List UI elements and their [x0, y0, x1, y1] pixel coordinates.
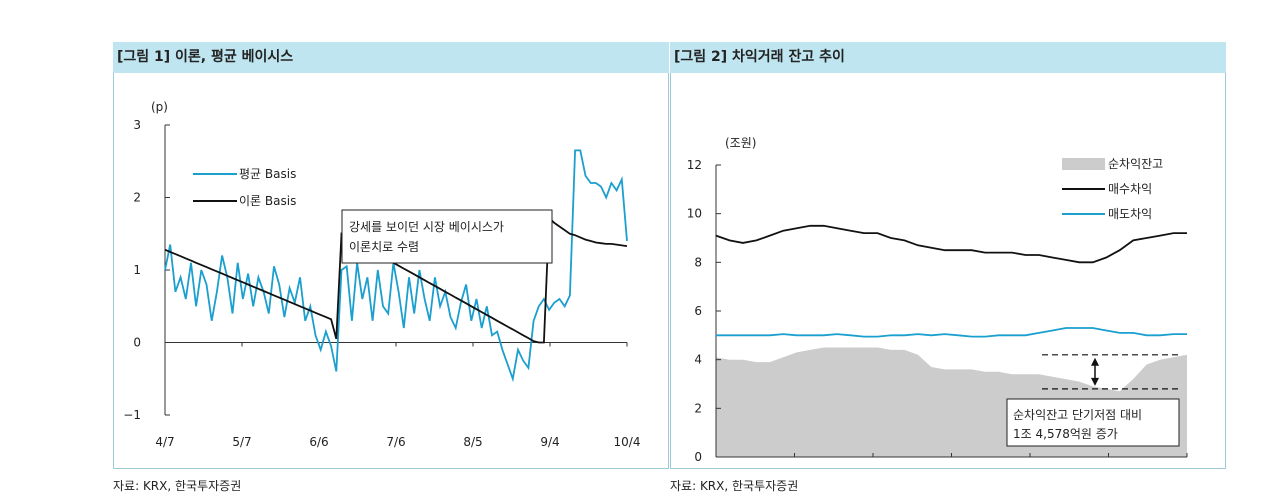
arrow-head-up [1091, 357, 1099, 366]
y-tick-label: 2 [133, 191, 141, 205]
chart-title: [그림 1] 이론, 평균 베이시스 [113, 42, 669, 73]
x-tick-label: 6/6 [309, 435, 328, 449]
arbitrage-balance-chart: (조원)1210864204/75/76/67/68/59/410/4순차익잔고… [687, 136, 1188, 464]
annotation-box [341, 209, 553, 264]
x-tick-label: 9/4 [540, 435, 559, 449]
y-unit-label: (p) [151, 100, 168, 114]
series-line [716, 327, 1187, 338]
x-tick-label: 4/7 [155, 435, 174, 449]
y-tick-label: 10 [687, 207, 702, 221]
series-line [164, 149, 628, 383]
annotation-text: 이론치로 수렴 [349, 240, 419, 254]
legend-label: 평균 Basis [239, 167, 296, 181]
y-tick-label: 1 [133, 263, 141, 277]
chart-title: [그림 2] 차익거래 잔고 추이 [670, 42, 1226, 73]
arrow-head-down [1091, 377, 1099, 386]
x-tick-label: 10/4 [614, 435, 641, 449]
annotation-text: 1조 4,578억원 증가 [1013, 427, 1118, 441]
basis-chart: (p) 3 2 1 0 −1 4/7 5/7 6/6 7/6 8/5 9/4 10/4 평균 Basis 이… [123, 100, 641, 449]
legend-label: 순차익잔고 [1108, 157, 1163, 171]
legend-label: 매도차익 [1108, 207, 1152, 221]
y-tick-label: 8 [694, 255, 702, 269]
legend-label: 이론 Basis [239, 194, 296, 208]
x-tick-label: 8/5 [463, 435, 482, 449]
series-line [715, 224, 1187, 264]
y-tick-label: 2 [694, 401, 702, 415]
source-note: 자료: KRX, 한국투자증권 [670, 479, 799, 493]
legend-swatch [1062, 158, 1105, 170]
chart-frame [113, 73, 669, 469]
x-tick-label: 7/6 [386, 435, 405, 449]
y-tick-label: 4 [694, 353, 702, 367]
chart-panel-basis: [그림 1] 이론, 평균 베이시스 (p) 3 2 1 0 −1 4/7 5/7 6/6 7/6… [113, 42, 669, 469]
y-tick-label: 0 [133, 336, 141, 350]
y-unit-label: (조원) [725, 136, 756, 150]
source-note: 자료: KRX, 한국투자증권 [113, 479, 242, 493]
chart-frame [670, 73, 1226, 469]
annotation-text: 강세를 보이던 시장 베이시스가 [349, 220, 504, 234]
y-tick-label: 12 [687, 158, 702, 172]
legend-label: 매수차익 [1108, 182, 1152, 196]
y-tick-label: −1 [123, 408, 141, 422]
y-tick-label: 3 [133, 118, 141, 132]
y-tick-label: 0 [694, 450, 702, 464]
y-tick-label: 6 [694, 304, 702, 318]
chart-panel-arbitrage: [그림 2] 차익거래 잔고 추이 (조원)1210864204/75/76/6… [670, 42, 1226, 469]
annotation-text: 순차익잔고 단기저점 대비 [1013, 408, 1142, 422]
annotation-box [1006, 398, 1180, 447]
x-tick-label: 5/7 [232, 435, 251, 449]
